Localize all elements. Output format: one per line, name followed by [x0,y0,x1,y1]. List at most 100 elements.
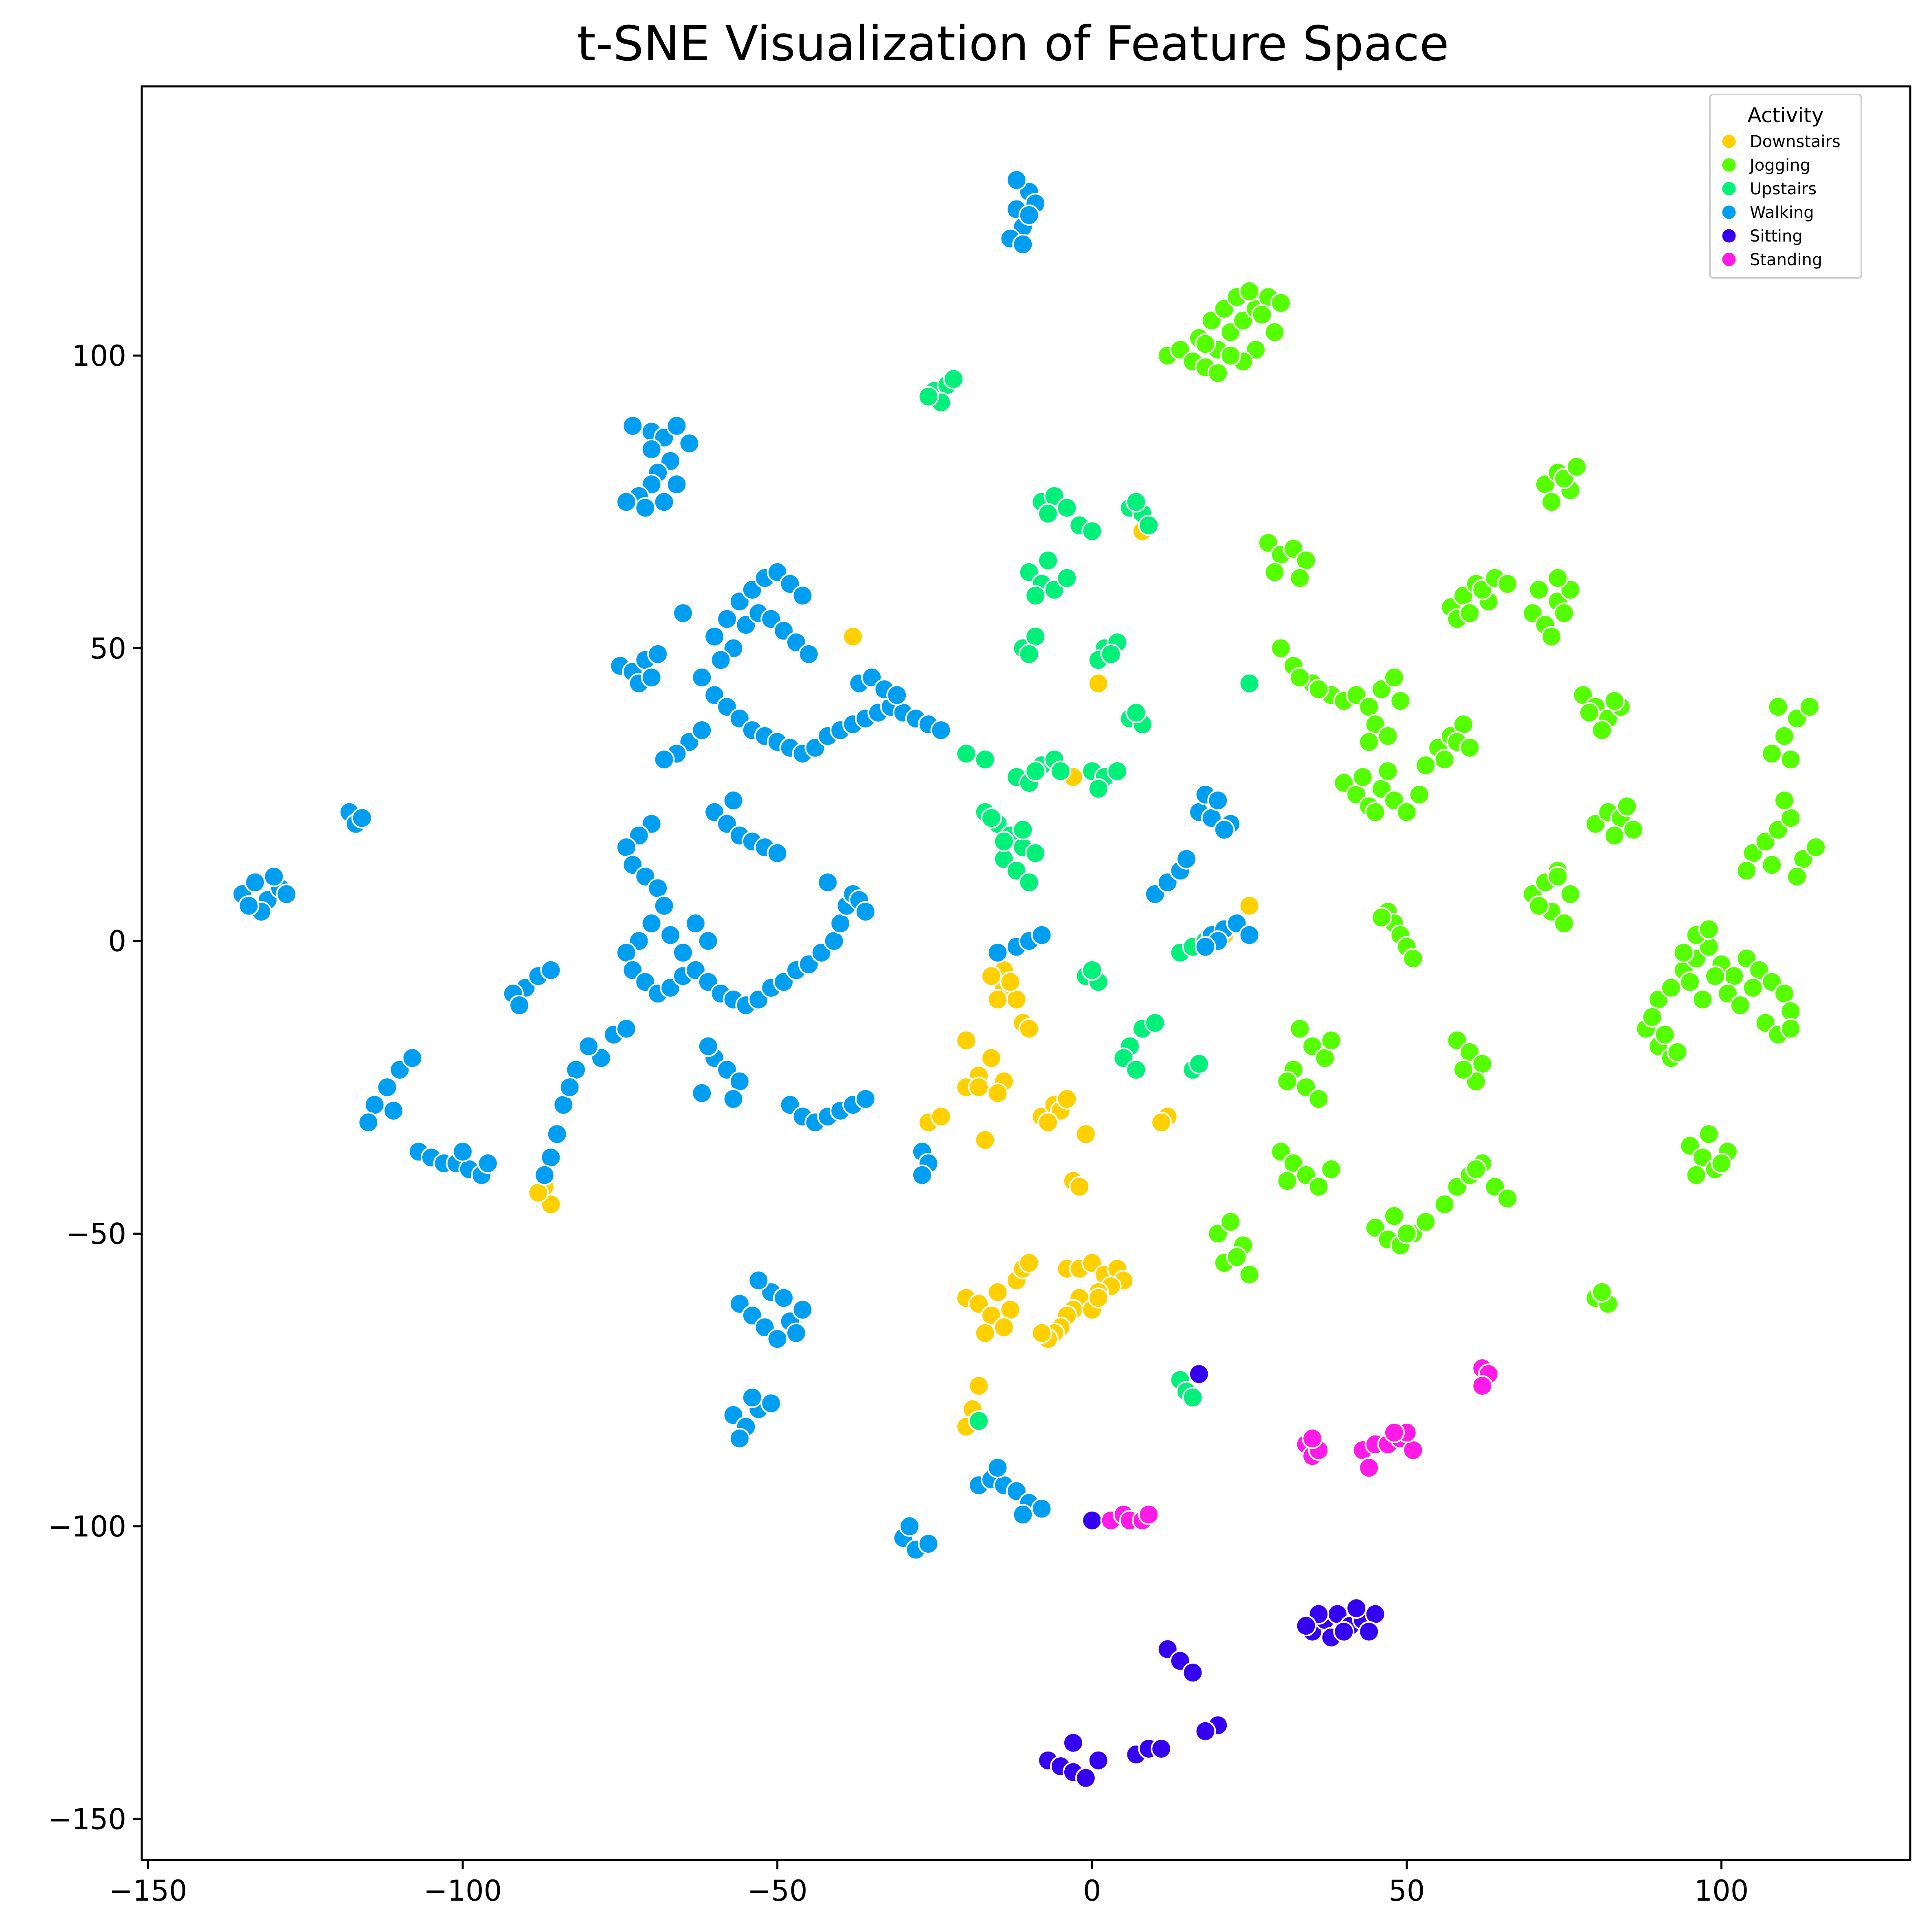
x-tick-label: 100 [1694,1874,1749,1908]
point-walking [748,1270,769,1291]
point-downstairs [1087,1287,1109,1309]
point-walking [697,930,719,952]
point-jogging [1591,719,1612,741]
point-walking [1012,1504,1034,1525]
point-jogging [1308,679,1329,700]
point-jogging [1604,825,1625,846]
point-walking [830,912,851,934]
point-jogging [1654,1024,1676,1045]
point-downstairs [993,1317,1015,1338]
point-downstairs [1018,1018,1040,1040]
point-jogging [1226,1246,1248,1268]
point-walking [987,942,1008,963]
point-upstairs [1037,549,1059,571]
point-upstairs [918,386,939,407]
point-downstairs [842,626,864,647]
point-walking [641,667,662,688]
series-standing [1100,1358,1499,1531]
point-jogging [1497,1188,1518,1209]
point-jogging [1673,942,1694,963]
point-walking [723,790,744,811]
point-jogging [1308,1088,1329,1110]
point-walking [760,1393,782,1414]
point-jogging [1459,602,1481,624]
point-upstairs [956,743,977,765]
point-sitting [1151,1738,1172,1759]
point-jogging [1767,696,1789,718]
point-sitting [1364,1603,1386,1625]
point-walking [1213,819,1235,840]
point-sitting [1188,1363,1210,1385]
legend-marker-upstairs [1721,180,1737,197]
point-walking [792,585,813,607]
point-walking [534,1164,555,1186]
point-walking [376,1077,398,1098]
point-jogging [1799,696,1820,718]
point-upstairs [943,368,964,390]
point-downstairs [987,1281,1008,1303]
legend-box [1709,94,1862,279]
point-jogging [1320,1030,1342,1051]
point-jogging [1251,304,1273,325]
point-sitting [1062,1732,1084,1754]
point-walking [798,643,819,665]
point-jogging [1692,989,1714,1010]
x-axis: −150 −100 −50 0 50 100 [109,1860,1749,1908]
point-upstairs [974,749,996,770]
point-walking [666,415,688,437]
point-jogging [1497,573,1518,595]
legend-marker-sitting [1721,228,1737,244]
point-upstairs [1050,760,1071,782]
point-jogging [1641,1006,1663,1028]
series-upstairs [918,368,1260,1432]
point-jogging [1434,1193,1455,1215]
point-jogging [1604,690,1625,712]
point-sitting [1295,1615,1317,1637]
point-jogging [1786,866,1808,887]
point-upstairs [1056,567,1078,589]
series-sitting [1037,1363,1386,1789]
point-jogging [1220,1211,1241,1233]
point-walking [685,912,706,934]
point-jogging [1396,1223,1417,1244]
point-upstairs [1025,626,1046,647]
point-jogging [1553,602,1575,624]
point-walking [1031,924,1052,946]
point-walking [691,667,713,688]
point-walking [817,872,839,893]
point-downstairs [1075,1123,1096,1145]
point-jogging [1364,801,1386,823]
point-downstairs [930,1106,952,1128]
point-sitting [1087,1750,1109,1771]
point-walking [679,433,700,454]
point-jogging [1616,796,1638,817]
point-jogging [1465,1158,1487,1180]
point-jogging [1541,491,1562,513]
point-jogging [1560,884,1581,905]
point-walking [647,877,669,899]
point-upstairs [1018,872,1040,893]
point-jogging [1528,895,1550,917]
point-downstairs [987,1082,1008,1104]
point-sitting [1075,1767,1096,1789]
point-walking [886,684,908,706]
point-downstairs [1006,989,1027,1010]
point-jogging [1579,702,1600,723]
point-downstairs [1151,1112,1172,1133]
point-downstairs [1000,1299,1021,1321]
point-jogging [1660,977,1682,998]
point-walking [729,1070,750,1092]
point-upstairs [1025,842,1046,864]
point-jogging [1698,919,1720,940]
point-jogging [1289,1018,1311,1040]
point-upstairs [1138,514,1160,536]
point-jogging [1723,965,1745,987]
point-jogging [1685,1164,1707,1186]
series-walking [232,169,1260,1561]
point-jogging [1742,977,1764,998]
point-standing [1383,1422,1405,1443]
point-downstairs [974,1322,996,1344]
point-downstairs [1037,1112,1059,1133]
point-walking [276,884,297,905]
point-walking [358,1112,379,1133]
